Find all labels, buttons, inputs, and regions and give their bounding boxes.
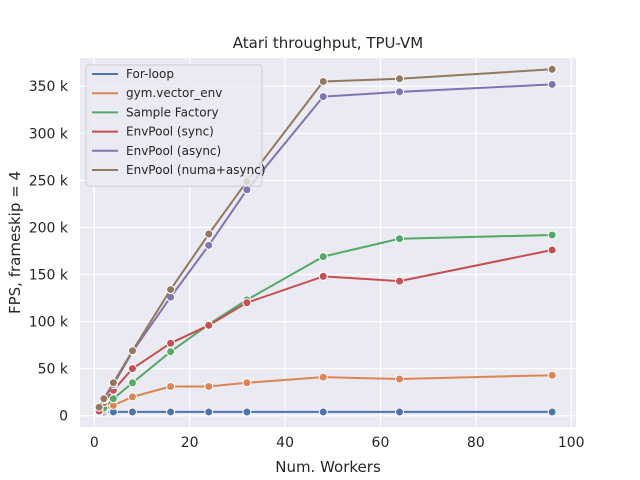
series-line [98,249,553,412]
data-point [204,382,214,392]
data-point [127,378,137,388]
x-tick-label: 80 [467,435,485,451]
data-point [318,77,328,87]
x-tick-label: 100 [558,435,585,451]
data-point [395,234,405,244]
data-point [318,271,328,281]
data-point [395,407,405,417]
data-point [99,394,109,404]
y-tick-label: 300 k [29,126,69,142]
y-axis: 0 50 k 100 k 150 k 200 k 250 k 300 k 350 k [29,79,69,424]
data-point [395,87,405,97]
data-point [94,402,104,412]
data-point [166,338,176,348]
x-tick-label: 0 [90,435,99,451]
data-point [204,320,214,330]
data-point [108,394,118,404]
data-point [395,276,405,286]
data-point [127,392,137,402]
y-tick-label: 200 k [29,220,69,236]
data-point [318,252,328,262]
data-point [242,378,252,388]
data-point [547,370,557,380]
y-tick-label: 250 k [29,173,69,189]
legend-item: EnvPool (sync) [92,125,214,139]
x-tick-label: 20 [181,435,199,451]
data-point [204,229,214,239]
data-point [242,185,252,195]
chart-title: Atari throughput, TPU-VM [233,34,423,52]
data-point [547,64,557,74]
x-axis-label: Num. Workers [275,458,381,476]
data-point [547,245,557,255]
data-point [547,79,557,89]
data-point [166,285,176,295]
series-layer [94,64,557,418]
legend-label: gym.vector_env [126,86,222,100]
data-point [547,407,557,417]
data-point [318,372,328,382]
legend-item: For-loop [92,67,174,81]
legend-label: EnvPool (numa+async) [126,163,266,177]
data-point [318,407,328,417]
legend-label: Sample Factory [126,105,219,119]
series-line [98,234,553,413]
x-tick-label: 60 [372,435,390,451]
y-tick-label: 150 k [29,268,69,284]
legend-label: For-loop [126,67,174,81]
legend-item: gym.vector_env [92,86,222,100]
legend: For-loop gym.vector_env Sample Factory EnvP… [85,64,266,187]
x-tick-label: 40 [276,435,294,451]
legend-label: EnvPool (async) [126,144,221,158]
data-point [547,230,557,240]
legend-item: EnvPool (async) [92,144,221,158]
data-point [318,92,328,102]
data-point [127,364,137,374]
data-point [166,347,176,357]
data-point [395,74,405,84]
legend-item: EnvPool (numa+async) [92,163,266,177]
data-point [395,374,405,384]
legend-label: EnvPool (sync) [126,125,214,139]
series-line [98,68,553,408]
legend-box [85,64,263,187]
data-point [127,407,137,417]
data-point [108,378,118,388]
y-tick-label: 100 k [29,315,69,331]
data-point [166,382,176,392]
legend-item: Sample Factory [92,105,219,119]
data-point [242,298,252,308]
data-point [204,240,214,250]
data-point [242,407,252,417]
series-line [98,374,553,414]
y-axis-label: FPS, frameskip = 4 [6,171,24,314]
y-tick-label: 0 [59,409,68,425]
y-tick-label: 350 k [29,79,69,95]
data-point [166,407,176,417]
x-axis: 0 20 40 60 80 100 [90,435,585,451]
series-envpool-numa-async [94,64,557,412]
y-tick-label: 50 k [38,362,69,378]
data-point [204,407,214,417]
data-point [127,346,137,356]
